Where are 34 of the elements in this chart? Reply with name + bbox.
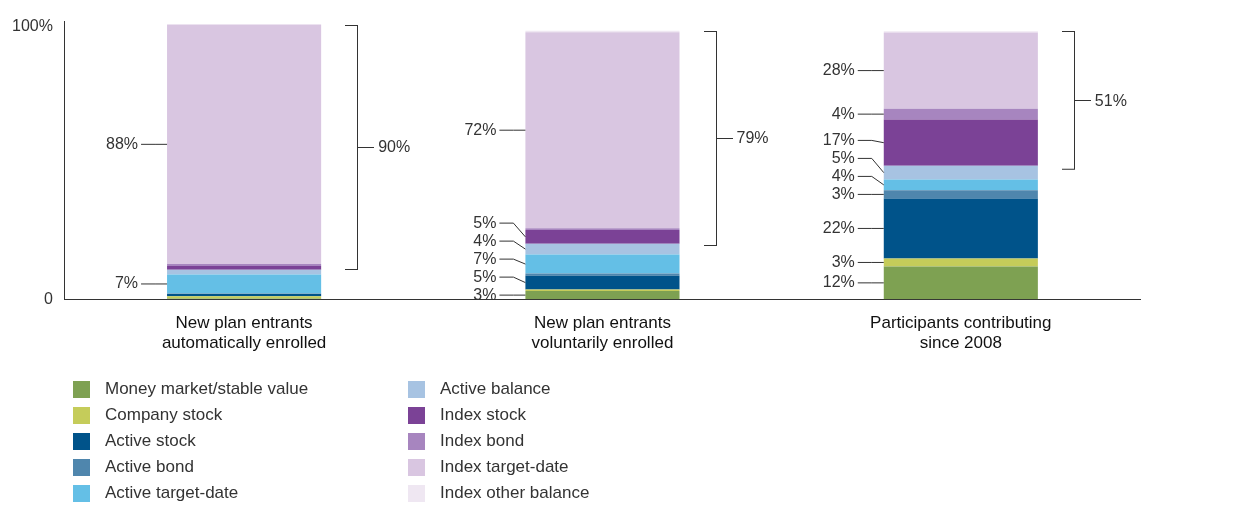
data-label: 72% (464, 120, 497, 138)
y-tick-label: 0 (44, 289, 54, 307)
data-label: 5% (831, 148, 855, 166)
legend-label: Index stock (440, 405, 526, 425)
legend-label: Active balance (440, 379, 551, 399)
data-label: 7% (473, 249, 497, 267)
data-label: 5% (473, 267, 497, 285)
data-label: 4% (831, 166, 855, 184)
data-label: 3% (831, 252, 855, 270)
legend-label: Index bond (440, 431, 525, 451)
data-label: 3% (831, 184, 855, 202)
data-label: 88% (106, 134, 139, 152)
data-label: 28% (822, 60, 855, 78)
legend-label: Active bond (105, 457, 194, 477)
annotation: 51% (1094, 90, 1127, 111)
y-tick-label: 100% (12, 17, 53, 35)
data-label: 22% (822, 218, 855, 236)
legend-label: Active target-date (105, 483, 239, 503)
x-tick-label: New plan entrants automatically enrolled (161, 313, 327, 353)
legend-label: Company stock (105, 405, 223, 425)
data-label: 7% (114, 274, 139, 292)
data-label: 5% (473, 213, 497, 231)
annotation: 90% (378, 137, 411, 158)
annotation: 79% (736, 128, 769, 149)
x-tick-label: Participants contributing since 2008 (870, 313, 1052, 353)
data-label: 4% (473, 231, 497, 249)
x-tick-label: New plan entrants voluntarily enrolled (531, 313, 674, 353)
data-label: 17% (822, 130, 855, 148)
data-label: 12% (822, 273, 855, 291)
legend-label: Index target-date (440, 457, 569, 477)
legend-label: Index other balance (440, 483, 590, 503)
legend-label: Money market/stable value (105, 379, 309, 399)
legend-label: Active stock (105, 431, 196, 451)
data-label: 4% (831, 104, 855, 122)
